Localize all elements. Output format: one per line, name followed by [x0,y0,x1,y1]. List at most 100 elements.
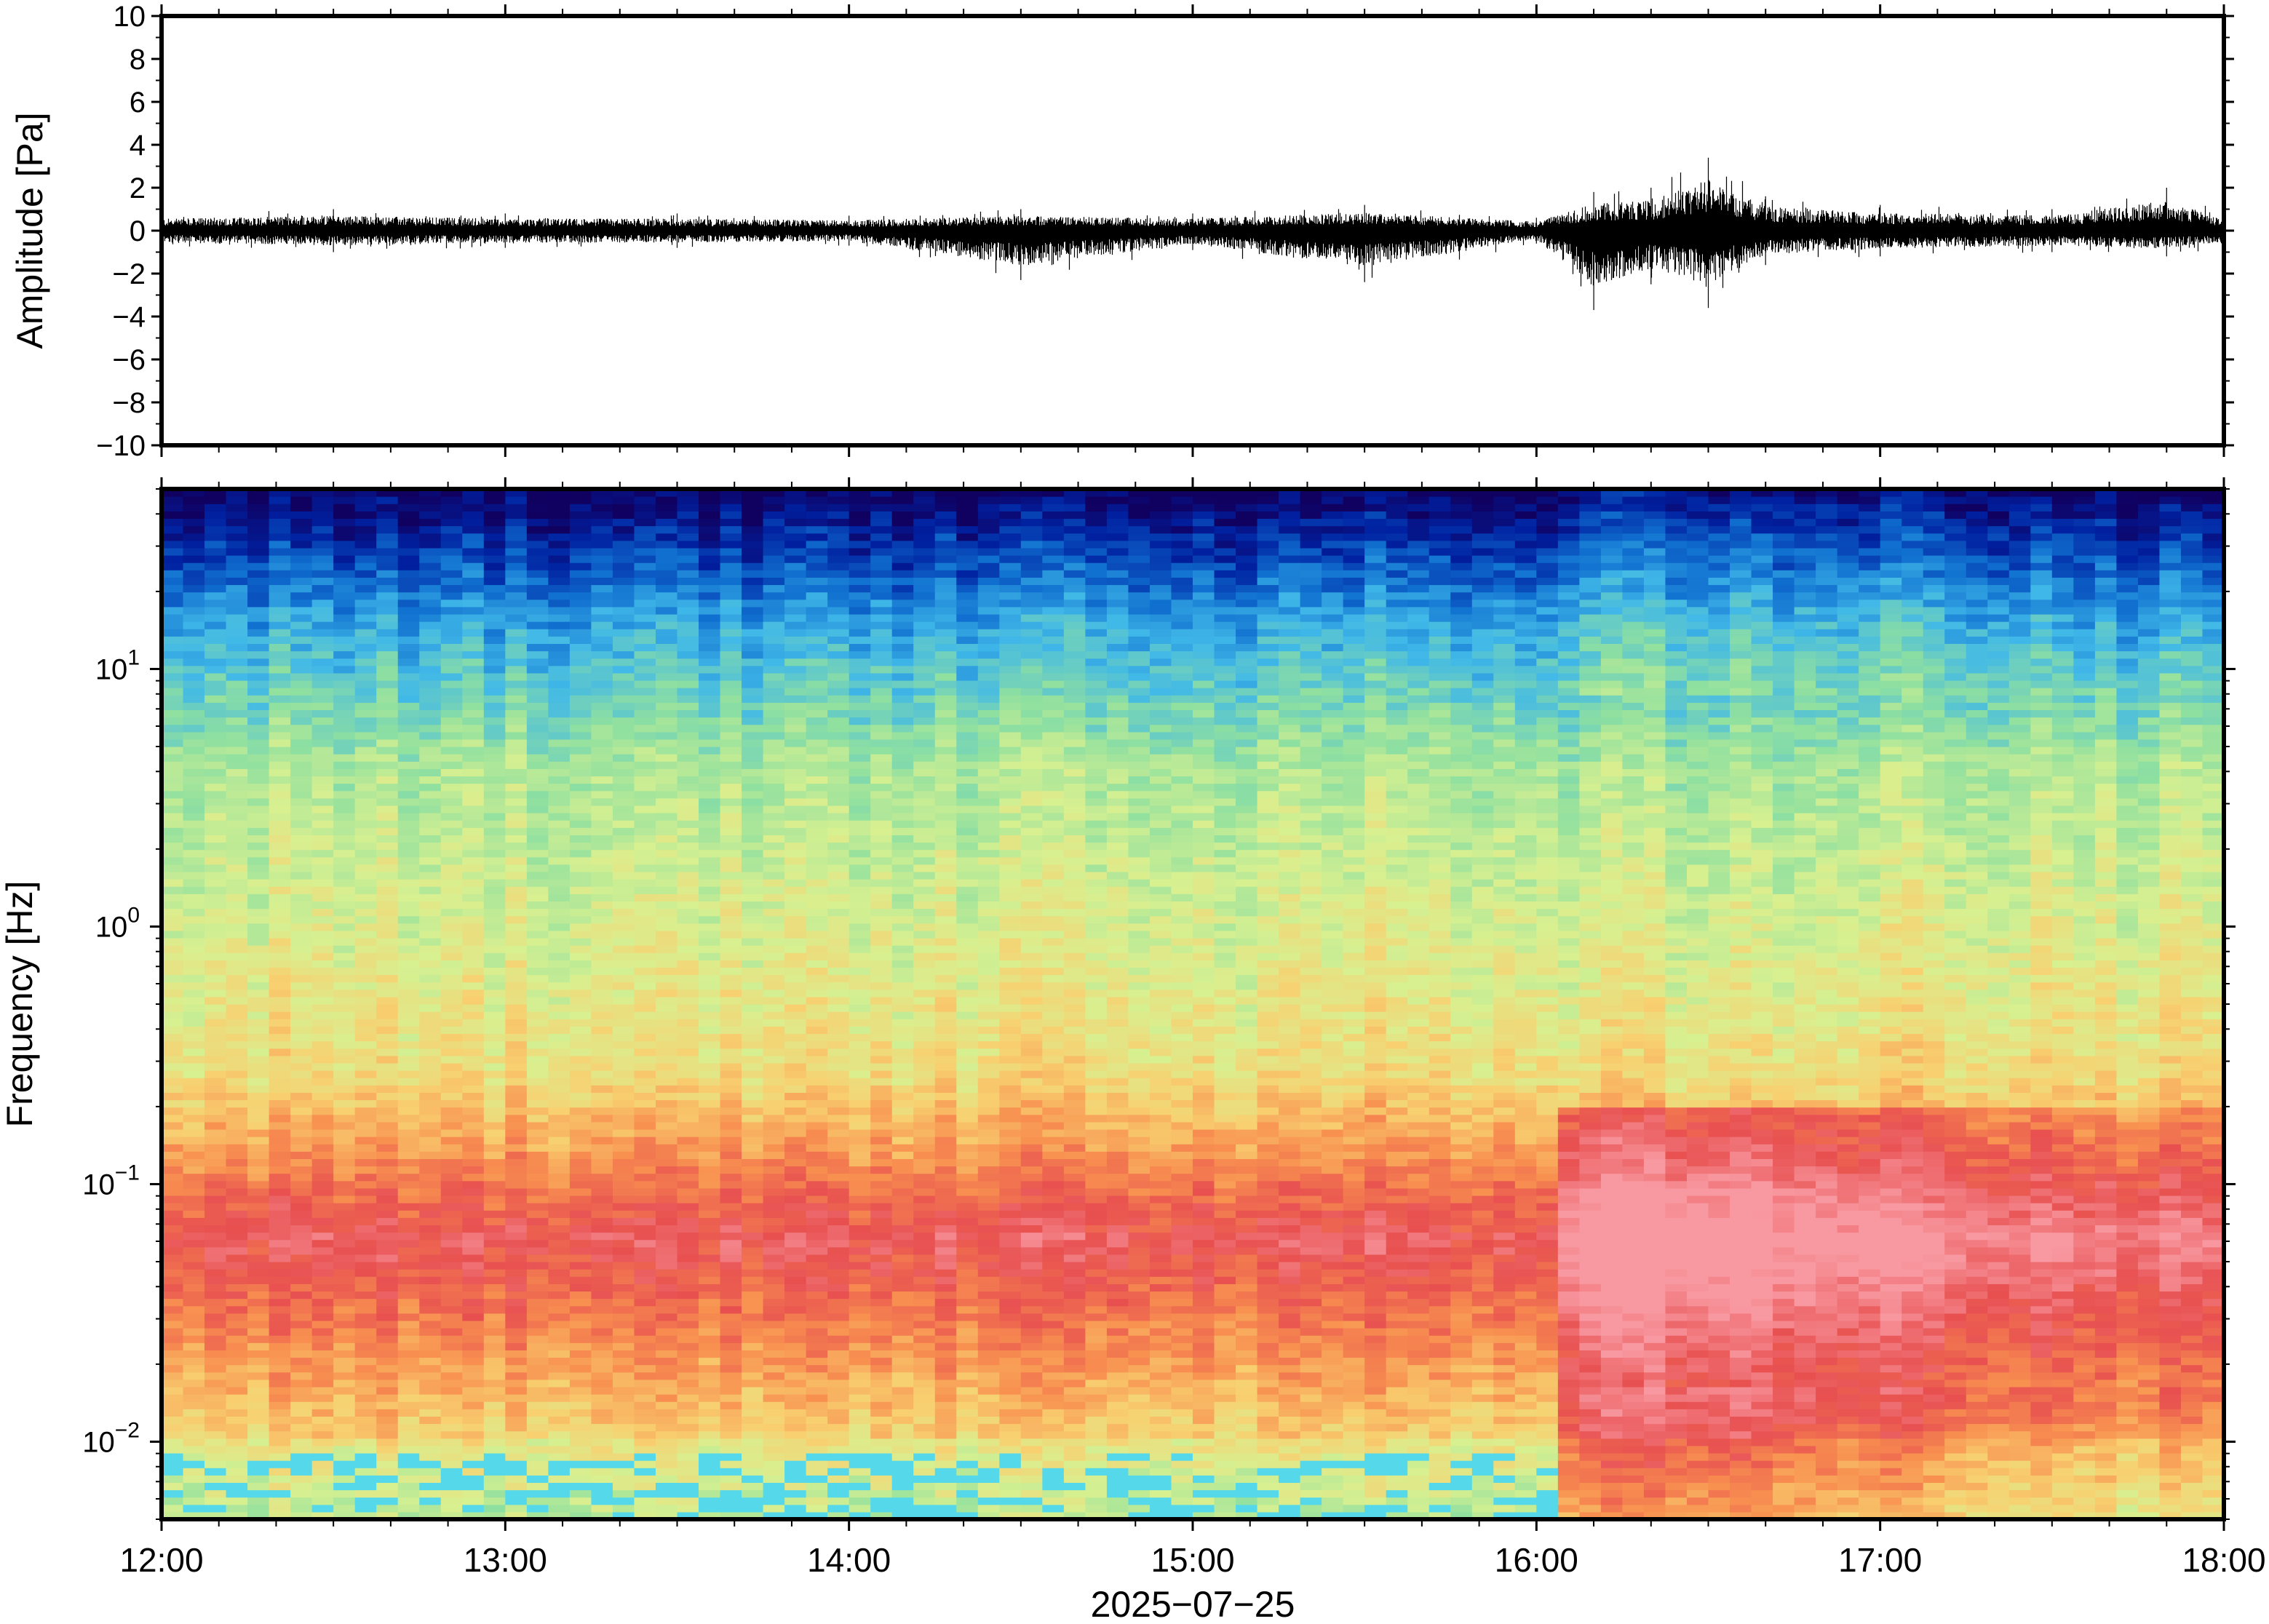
spectrogram-cell [204,1276,227,1284]
spectrogram-cell [483,886,506,894]
spectrogram-cell [483,621,506,629]
spectrogram-cell [655,1320,678,1329]
spectrogram-cell [784,842,807,851]
spectrogram-cell [162,1203,184,1211]
spectrogram-cell [891,776,914,784]
spectrogram-cell [483,879,506,887]
spectrogram-cell [806,805,828,813]
spectrogram-cell [591,901,613,909]
spectrogram-cell [655,1048,678,1056]
spectrogram-cell [440,1166,463,1174]
spectrogram-cell [655,1438,678,1446]
spectrogram-cell [699,1283,721,1292]
spectrogram-cell [870,724,893,733]
spectrogram-cell [397,1328,420,1336]
spectrogram-cell [634,1401,656,1409]
spectrogram-cell [311,1195,334,1203]
spectrogram-cell [311,1203,334,1211]
spectrogram-cell [505,731,528,740]
spectrogram-cell [354,636,377,644]
spectrogram-cell [720,1137,742,1145]
spectrogram-cell [376,827,399,835]
spectrogram-cell [269,1246,291,1255]
spectrogram-cell [526,570,549,578]
spectrogram-cell [634,1305,656,1314]
spectrogram-cell [591,1504,613,1513]
spectrogram-cell [548,960,571,968]
spectrogram-cell [269,555,291,563]
spectrogram-cell [483,813,506,821]
spectrogram-cell [204,1364,227,1373]
spectrogram-cell [419,864,442,872]
spectrogram-cell [569,1048,592,1056]
spectrogram-cell [183,702,205,711]
spectrogram-cell [870,1504,893,1513]
spectrogram-cell [548,1048,571,1056]
spectrogram-cell [419,1107,442,1115]
spectrogram-cell [183,937,205,946]
spectrogram-cell [462,621,485,629]
spectrogram-cell [677,1305,699,1314]
spectrogram-cell [720,805,742,813]
spectrogram-cell [376,871,399,880]
spectrogram-cell [655,1239,678,1248]
spectrogram-cell [311,783,334,792]
spectrogram-cell [354,1129,377,1137]
spectrogram-cell [806,1239,828,1248]
spectrogram-cell [333,1137,356,1145]
spectrogram-cell [784,1298,807,1307]
spectrogram-cell [526,813,549,821]
spectrogram-cell [655,886,678,894]
spectrogram-cell [440,555,463,563]
spectrogram-cell [677,1504,699,1513]
spectrogram-cell [397,629,420,637]
spectrogram-cell [827,1504,850,1513]
spectrogram-cell [204,731,227,740]
spectrogram-cell [548,790,571,799]
spectrogram-cell [720,562,742,570]
spectrogram-cell [333,1379,356,1388]
spectrogram-cell [655,937,678,946]
spectrogram-cell [354,555,377,563]
spectrogram-cell [376,570,399,578]
spectrogram-cell [699,1151,721,1159]
spectrogram-cell [183,1225,205,1233]
spectrogram-cell [612,1114,635,1123]
spectrogram-cell [311,1460,334,1468]
spectrogram-cell [333,1313,356,1321]
spectrogram-cell [419,1114,442,1123]
spectrogram-cell [784,1497,807,1505]
spectrogram-cell [462,1129,485,1137]
spectrogram-cell [290,629,313,637]
spectrogram-cell [162,761,184,769]
spectrogram-cell [742,960,764,968]
spectrogram-cell [655,1313,678,1321]
spectrogram-cell [204,672,227,681]
spectrogram-cell [591,1078,613,1086]
spectrogram-cell [226,967,248,976]
spectrogram-cell [354,761,377,769]
spectrogram-cell [183,1180,205,1189]
spectrogram-cell [569,1452,592,1461]
spectrogram-cell [440,496,463,504]
spectrogram-cell [183,1055,205,1064]
spectrogram-cell [269,1158,291,1167]
spectrogram-cell [462,1099,485,1108]
spectrogram-cell [269,1276,291,1284]
spectrogram-cell [440,1121,463,1130]
spectrogram-cell [247,1217,270,1226]
spectrogram-cell [827,658,850,666]
spectrogram-cell [269,672,291,681]
spectrogram-cell [333,650,356,659]
spectrogram-cell [655,1335,678,1343]
spectrogram-cell [526,1445,549,1454]
spectrogram-cell [827,930,850,939]
spectrogram-cell [763,1475,785,1484]
spectrogram-cell [634,584,656,593]
spectrogram-cell [462,901,485,909]
spectrogram-cell [311,592,334,600]
waveform-ytick-label: −6 [112,344,146,376]
spectrogram-cell [891,1239,914,1248]
spectrogram-cell [806,813,828,821]
spectrogram-cell [397,886,420,894]
